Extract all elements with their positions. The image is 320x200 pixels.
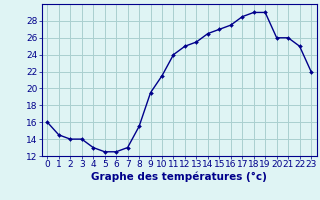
X-axis label: Graphe des températures (°c): Graphe des températures (°c) [91,172,267,182]
